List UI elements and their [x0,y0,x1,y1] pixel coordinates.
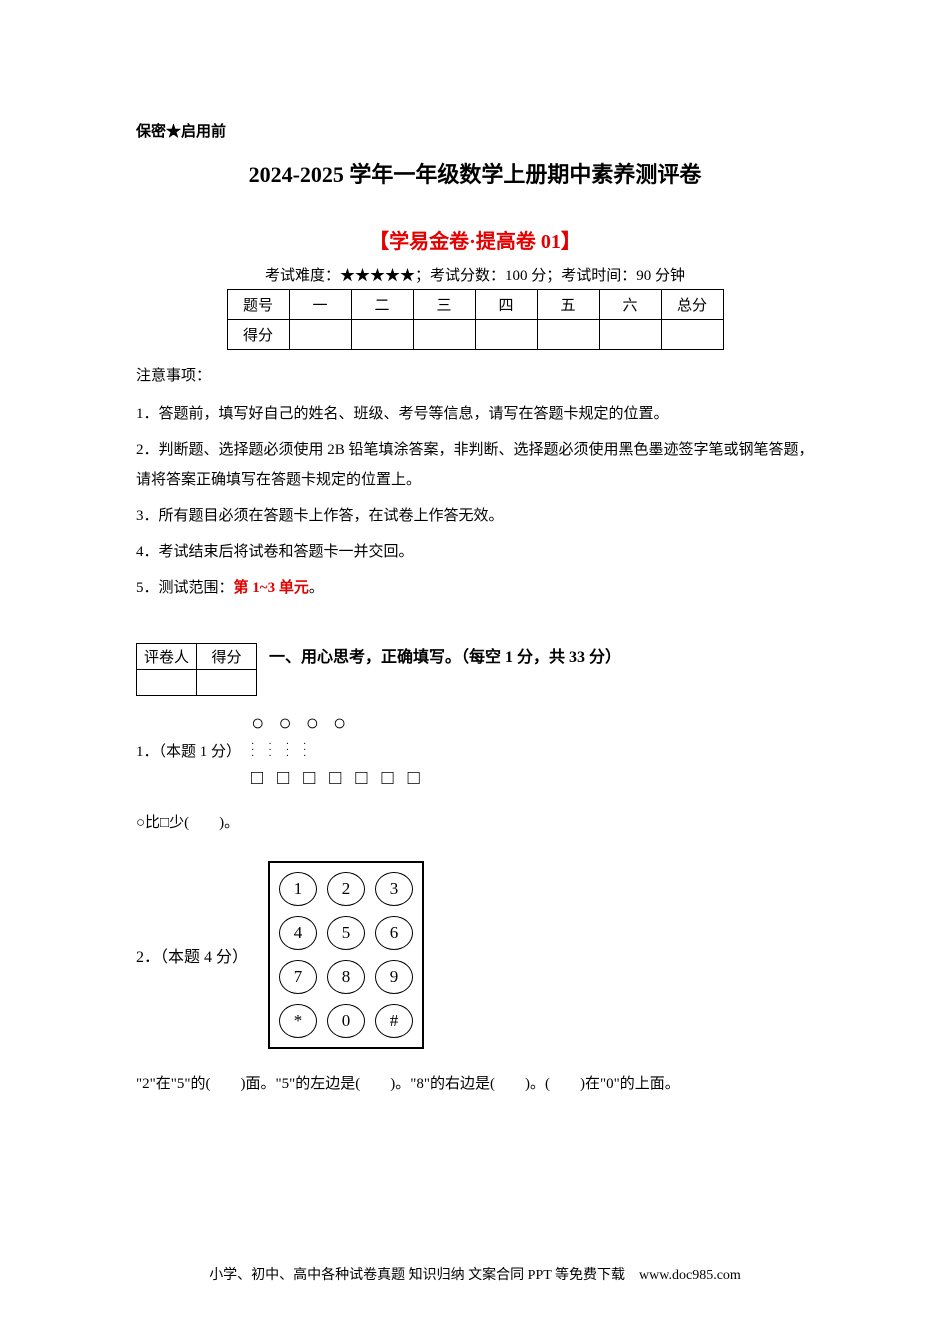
section-title: 一、用心思考，正确填写。（每空 1 分，共 33 分） [269,645,621,671]
empty-cell [599,320,661,350]
keypad-key: 5 [327,916,365,950]
empty-cell [537,320,599,350]
keypad-key: 7 [279,960,317,994]
grader-table: 评卷人 得分 [136,643,257,696]
question-2-text: "2"在"5"的( )面。"5"的左边是( )。"8"的右边是( )。( )在"… [136,1071,814,1098]
question-label: 2．（本题 4 分） [136,943,248,967]
keypad-key: 2 [327,872,365,906]
table-row: 题号 一 二 三 四 五 六 总分 [227,290,723,320]
empty-cell [197,670,257,696]
header-cell: 六 [599,290,661,320]
difficulty-stars: ★★★★★ [340,268,415,284]
empty-cell [475,320,537,350]
keypad-key: 3 [375,872,413,906]
keypad-key: 4 [279,916,317,950]
grader-cell: 评卷人 [137,644,197,670]
circle-row: ○ ○ ○ ○ [251,712,346,734]
question-1: 1．（本题 1 分） ○ ○ ○ ○ ··· ··· ··· ··· □ □ □… [136,712,814,788]
header-cell: 一 [289,290,351,320]
row-label-cell: 得分 [227,320,289,350]
circle-icon: ○ [278,712,291,734]
vdots-icon: ··· [286,742,289,760]
section-block: 评卷人 得分 一、用心思考，正确填写。（每空 1 分，共 33 分） [136,643,814,696]
square-row: □ □ □ □ □ □ □ [251,768,420,788]
notice5-red: 第 1~3 单元 [234,580,309,596]
vdots-icon: ··· [251,742,254,760]
confidential-label: 保密★启用前 [136,120,814,141]
square-icon: □ [277,768,289,788]
question-2: 2．（本题 4 分） 1 2 3 4 5 6 7 8 9 * 0 # [136,861,814,1049]
empty-cell [413,320,475,350]
keypad-key: 0 [327,1004,365,1038]
notice5-suffix: 。 [309,580,324,596]
square-icon: □ [381,768,393,788]
square-icon: □ [251,768,263,788]
notice-line: 1．答题前，填写好自己的姓名、班级、考号等信息，请写在答题卡规定的位置。 [136,399,814,429]
circle-icon: ○ [251,712,264,734]
notice-heading: 注意事项： [136,364,814,385]
table-row [137,670,257,696]
empty-cell [289,320,351,350]
notice-line: 3．所有题目必须在答题卡上作答，在试卷上作答无效。 [136,501,814,531]
notice-line: 4．考试结束后将试卷和答题卡一并交回。 [136,537,814,567]
header-cell: 总分 [661,290,723,320]
notice-line: 5．测试范围：第 1~3 单元。 [136,573,814,603]
empty-cell [351,320,413,350]
square-icon: □ [303,768,315,788]
exam-info-prefix: 考试难度： [265,268,340,284]
main-title: 2024-2025 学年一年级数学上册期中素养测评卷 [136,157,814,189]
vdots-icon: ··· [303,742,306,760]
notice-line: 2．判断题、选择题必须使用 2B 铅笔填涂答案，非判断、选择题必须使用黑色墨迹签… [136,435,814,495]
square-icon: □ [408,768,420,788]
header-cell: 三 [413,290,475,320]
exam-info-suffix: ；考试分数：100 分；考试时间：90 分钟 [415,268,685,284]
notice5-prefix: 5．测试范围： [136,580,234,596]
keypad-key: 1 [279,872,317,906]
table-row: 评卷人 得分 [137,644,257,670]
question-1-text: ○比□少( )。 [136,810,814,837]
score-table: 题号 一 二 三 四 五 六 总分 得分 [227,289,724,350]
table-row: 得分 [227,320,723,350]
empty-cell [137,670,197,696]
footer-text: 小学、初中、高中各种试卷真题 知识归纳 文案合同 PPT 等免费下载 www.d… [0,1264,950,1284]
keypad-key: * [279,1004,317,1038]
exam-info: 考试难度：★★★★★；考试分数：100 分；考试时间：90 分钟 [136,264,814,285]
question-label: 1．（本题 1 分） [136,740,241,761]
keypad-figure: 1 2 3 4 5 6 7 8 9 * 0 # [268,861,424,1049]
header-cell: 四 [475,290,537,320]
square-icon: □ [355,768,367,788]
grader-cell: 得分 [197,644,257,670]
keypad-key: 6 [375,916,413,950]
dots-row: ··· ··· ··· ··· [251,742,306,760]
circle-icon: ○ [306,712,319,734]
keypad-key: 8 [327,960,365,994]
sub-title: 【学易金卷·提高卷 01】 [136,225,814,254]
header-cell: 二 [351,290,413,320]
vdots-icon: ··· [268,742,271,760]
keypad-key: # [375,1004,413,1038]
shapes-figure: ○ ○ ○ ○ ··· ··· ··· ··· □ □ □ □ □ □ □ [251,712,420,788]
header-cell: 题号 [227,290,289,320]
circle-icon: ○ [333,712,346,734]
empty-cell [661,320,723,350]
keypad-key: 9 [375,960,413,994]
square-icon: □ [329,768,341,788]
header-cell: 五 [537,290,599,320]
